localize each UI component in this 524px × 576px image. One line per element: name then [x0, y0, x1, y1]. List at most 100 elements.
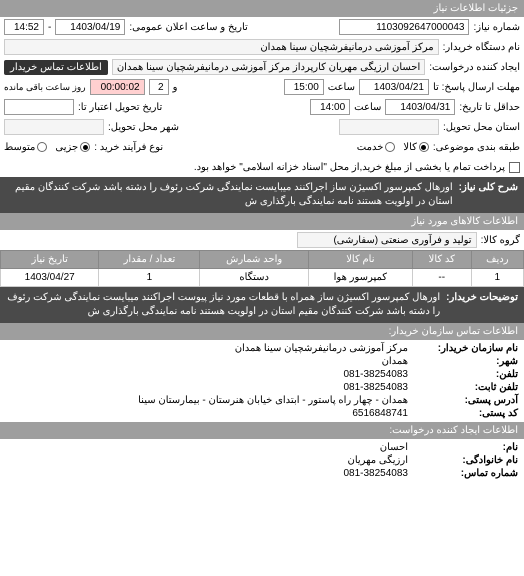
section-title-creator: اطلاعات ایجاد کننده درخواست: — [0, 422, 524, 439]
goods-group-field: تولید و فرآوری صنعتی (سفارشی) — [297, 232, 477, 248]
row-valid-until: حداقل تا تاریخ: 1403/04/31 ساعت 14:00 تا… — [0, 97, 524, 117]
dash: - — [48, 22, 51, 33]
section-title-goods: اطلاعات کالاهای مورد نیاز — [0, 213, 524, 230]
buyer-contact-badge[interactable]: اطلاعات تماس خریدار — [4, 60, 108, 75]
remain-time: 00:00:02 — [90, 79, 145, 95]
buyer-device-field: مرکز آموزشی درمانیفرشچیان سینا همدان — [4, 39, 439, 55]
deadline-send-label: مهلت ارسال پاسخ: تا — [433, 82, 520, 93]
contact-postcode-label: کد پستی: — [408, 408, 518, 419]
creator-family-row: نام خانوادگی: ارزیگی مهریان — [6, 454, 518, 467]
creator-label: ایجاد کننده درخواست: — [429, 62, 520, 73]
announce-date-field: 1403/04/19 — [55, 19, 125, 35]
contact-org-row: نام سازمان خریدار: مرکز آموزشی درمانیفرش… — [6, 342, 518, 355]
contact-fax-value: 081-38254083 — [343, 382, 408, 393]
row-bundle-purchase: طبقه بندی موضوعی: کالا خدمت نوع فرآیند خ… — [0, 137, 524, 157]
th-name: نام کالا — [308, 251, 412, 269]
section-title-need: جزئیات اطلاعات نیاز — [0, 0, 524, 17]
purchase-radio-group: جزیی متوسط — [4, 142, 90, 153]
contact-city-value: همدان — [382, 356, 408, 367]
td-name: کمپرسور هوا — [308, 269, 412, 287]
number-label: شماره نیاز: — [473, 22, 520, 33]
announce-time-field: 14:52 — [4, 19, 44, 35]
contact-postcode-row: کد پستی: 6516848741 — [6, 407, 518, 420]
contact-phone-label: تلفن: — [408, 369, 518, 380]
goods-table: ردیف کد کالا نام کالا واحد شمارش تعداد /… — [0, 250, 524, 287]
td-row: 1 — [471, 269, 523, 287]
creator-family-value: ارزیگی مهریان — [347, 455, 408, 466]
row-number: شماره نیاز: 1103092647000043 تاریخ و ساع… — [0, 17, 524, 37]
row-goods-group: گروه کالا: تولید و فرآوری صنعتی (سفارشی) — [0, 230, 524, 250]
announce-label: تاریخ و ساعت اعلان عمومی: — [129, 22, 248, 33]
row-deadline-send: مهلت ارسال پاسخ: تا 1403/04/21 ساعت 15:0… — [0, 77, 524, 97]
table-row: 1 -- کمپرسور هوا دستگاه 1 1403/04/27 — [1, 269, 524, 287]
th-unit: واحد شمارش — [200, 251, 308, 269]
goods-group-label: گروه کالا: — [481, 235, 520, 246]
contact-address-value: همدان - چهار راه پاستور - ابتدای خیابان … — [138, 395, 408, 406]
remain-days: 2 — [149, 79, 169, 95]
valid-until-date: 1403/04/31 — [385, 99, 455, 115]
radio-service[interactable]: خدمت — [357, 142, 396, 153]
number-field: 1103092647000043 — [339, 19, 469, 35]
creator-phone-row: شماره تماس: 081-38254083 — [6, 467, 518, 480]
delivery-province-label: استان محل تحویل: — [443, 122, 520, 133]
row-creator: ایجاد کننده درخواست: احسان ارزیگی مهریان… — [0, 57, 524, 77]
contact-address-row: آدرس پستی: همدان - چهار راه پاستور - ابت… — [6, 394, 518, 407]
radio-service-label: خدمت — [357, 142, 384, 153]
contact-org-label: نام سازمان خریدار: — [408, 343, 518, 354]
buyer-device-label: نام دستگاه خریدار: — [443, 42, 520, 53]
keyword-band: شرح کلی نیاز: اورهال کمپرسور اکسیژن ساز … — [0, 177, 524, 213]
radio-medium-label: متوسط — [4, 142, 35, 153]
contact-section: نام سازمان خریدار: مرکز آموزشی درمانیفرش… — [0, 340, 524, 422]
radio-partial-label: جزیی — [55, 142, 78, 153]
th-row: ردیف — [471, 251, 523, 269]
radio-dot-goods — [419, 142, 429, 152]
delivery-city-label: شهر محل تحویل: — [108, 122, 179, 133]
keyword-label: شرح کلی نیاز: — [459, 181, 518, 209]
th-need-date: تاریخ نیاز — [1, 251, 99, 269]
creator-name-value: احسان — [380, 442, 408, 453]
creator-family-label: نام خانوادگی: — [408, 455, 518, 466]
time-label1: ساعت — [328, 82, 355, 93]
contact-city-label: شهر: — [408, 356, 518, 367]
radio-dot-partial — [80, 142, 90, 152]
creator-name-row: نام: احسان — [6, 441, 518, 454]
row-delivery-loc: استان محل تحویل: شهر محل تحویل: — [0, 117, 524, 137]
radio-dot-medium — [37, 142, 47, 152]
remain-label: و — [173, 82, 178, 93]
valid-until-label: حداقل تا تاریخ: — [459, 102, 520, 113]
contact-fax-row: تلفن ثابت: 081-38254083 — [6, 381, 518, 394]
contact-postcode-value: 6516848741 — [352, 408, 408, 419]
credit-label: تاریخ تحویل اعتبار تا: — [78, 102, 162, 113]
creator-section: نام: احسان نام خانوادگی: ارزیگی مهریان ش… — [0, 439, 524, 482]
td-unit: دستگاه — [200, 269, 308, 287]
delivery-province-field — [339, 119, 439, 135]
contact-phone-value: 081-38254083 — [343, 369, 408, 380]
keyword-text: اورهال کمپرسور اکسیژن ساز اجراکنند میبای… — [6, 181, 453, 209]
row-buyer-device: نام دستگاه خریدار: مرکز آموزشی درمانیفرش… — [0, 37, 524, 57]
payment-checkbox[interactable] — [509, 162, 520, 173]
valid-until-time: 14:00 — [310, 99, 350, 115]
creator-phone-value: 081-38254083 — [343, 468, 408, 479]
credit-field — [4, 99, 74, 115]
time-label2: ساعت — [354, 102, 381, 113]
td-need-date: 1403/04/27 — [1, 269, 99, 287]
page-container: جزئیات اطلاعات نیاز شماره نیاز: 11030926… — [0, 0, 524, 482]
creator-phone-label: شماره تماس: — [408, 468, 518, 479]
creator-name-label: نام: — [408, 442, 518, 453]
row-payment-check: پرداخت تمام یا بخشی از مبلغ خرید,از محل … — [0, 157, 524, 177]
td-qty: 1 — [99, 269, 200, 287]
bundle-label: طبقه بندی موضوعی: — [433, 142, 520, 153]
radio-goods-label: کالا — [403, 142, 417, 153]
radio-partial[interactable]: جزیی — [55, 142, 90, 153]
deadline-send-date: 1403/04/21 — [359, 79, 429, 95]
table-header-row: ردیف کد کالا نام کالا واحد شمارش تعداد /… — [1, 251, 524, 269]
th-qty: تعداد / مقدار — [99, 251, 200, 269]
th-code: کد کالا — [412, 251, 471, 269]
radio-goods[interactable]: کالا — [403, 142, 429, 153]
section-title-contact: اطلاعات تماس سازمان خریدار: — [0, 323, 524, 340]
buyer-notes-label: توضیحات خریدار: — [446, 291, 518, 319]
radio-medium[interactable]: متوسط — [4, 142, 47, 153]
radio-dot-service — [385, 142, 395, 152]
buyer-notes-text: اورهال کمپرسور اکسیژن ساز همراه با قطعات… — [6, 291, 440, 319]
purchase-type-label: نوع فرآیند خرید : — [94, 142, 163, 153]
